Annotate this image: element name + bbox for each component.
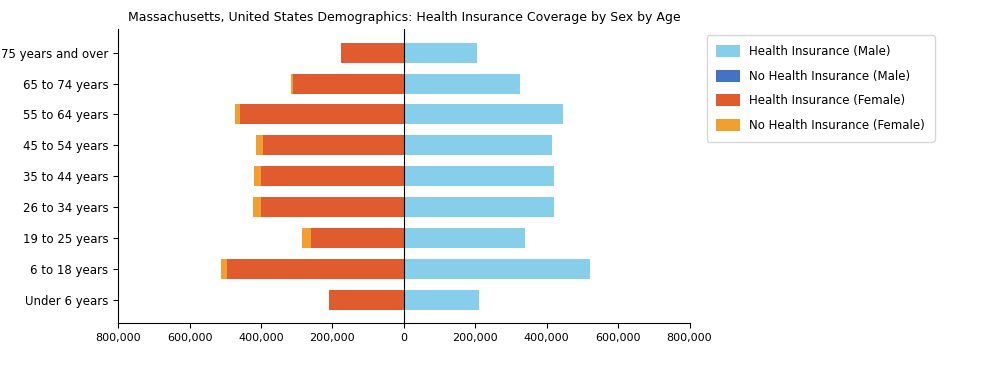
Bar (256, 135, 263, 155)
Bar (404, 43, 477, 63)
Bar (263, 135, 404, 155)
Bar (261, 166, 404, 186)
Bar (254, 166, 261, 186)
Bar (404, 259, 589, 279)
Bar (235, 105, 239, 124)
Bar (404, 135, 552, 155)
Bar (253, 197, 261, 217)
Bar (404, 290, 479, 310)
Bar (404, 105, 562, 124)
Bar (291, 73, 294, 94)
Bar (228, 259, 404, 279)
Bar (404, 166, 554, 186)
Bar (302, 228, 311, 248)
Bar (404, 197, 554, 217)
Bar (342, 43, 404, 63)
Bar (404, 228, 525, 248)
Bar (221, 259, 228, 279)
Legend: Health Insurance (Male), No Health Insurance (Male), Health Insurance (Female), : Health Insurance (Male), No Health Insur… (707, 35, 935, 142)
Bar (311, 228, 404, 248)
Bar (239, 105, 404, 124)
Bar (261, 197, 404, 217)
Bar (404, 73, 520, 94)
Bar (294, 73, 404, 94)
Title: Massachusetts, United States Demographics: Health Insurance Coverage by Sex by A: Massachusetts, United States Demographic… (127, 11, 681, 24)
Bar (329, 290, 404, 310)
